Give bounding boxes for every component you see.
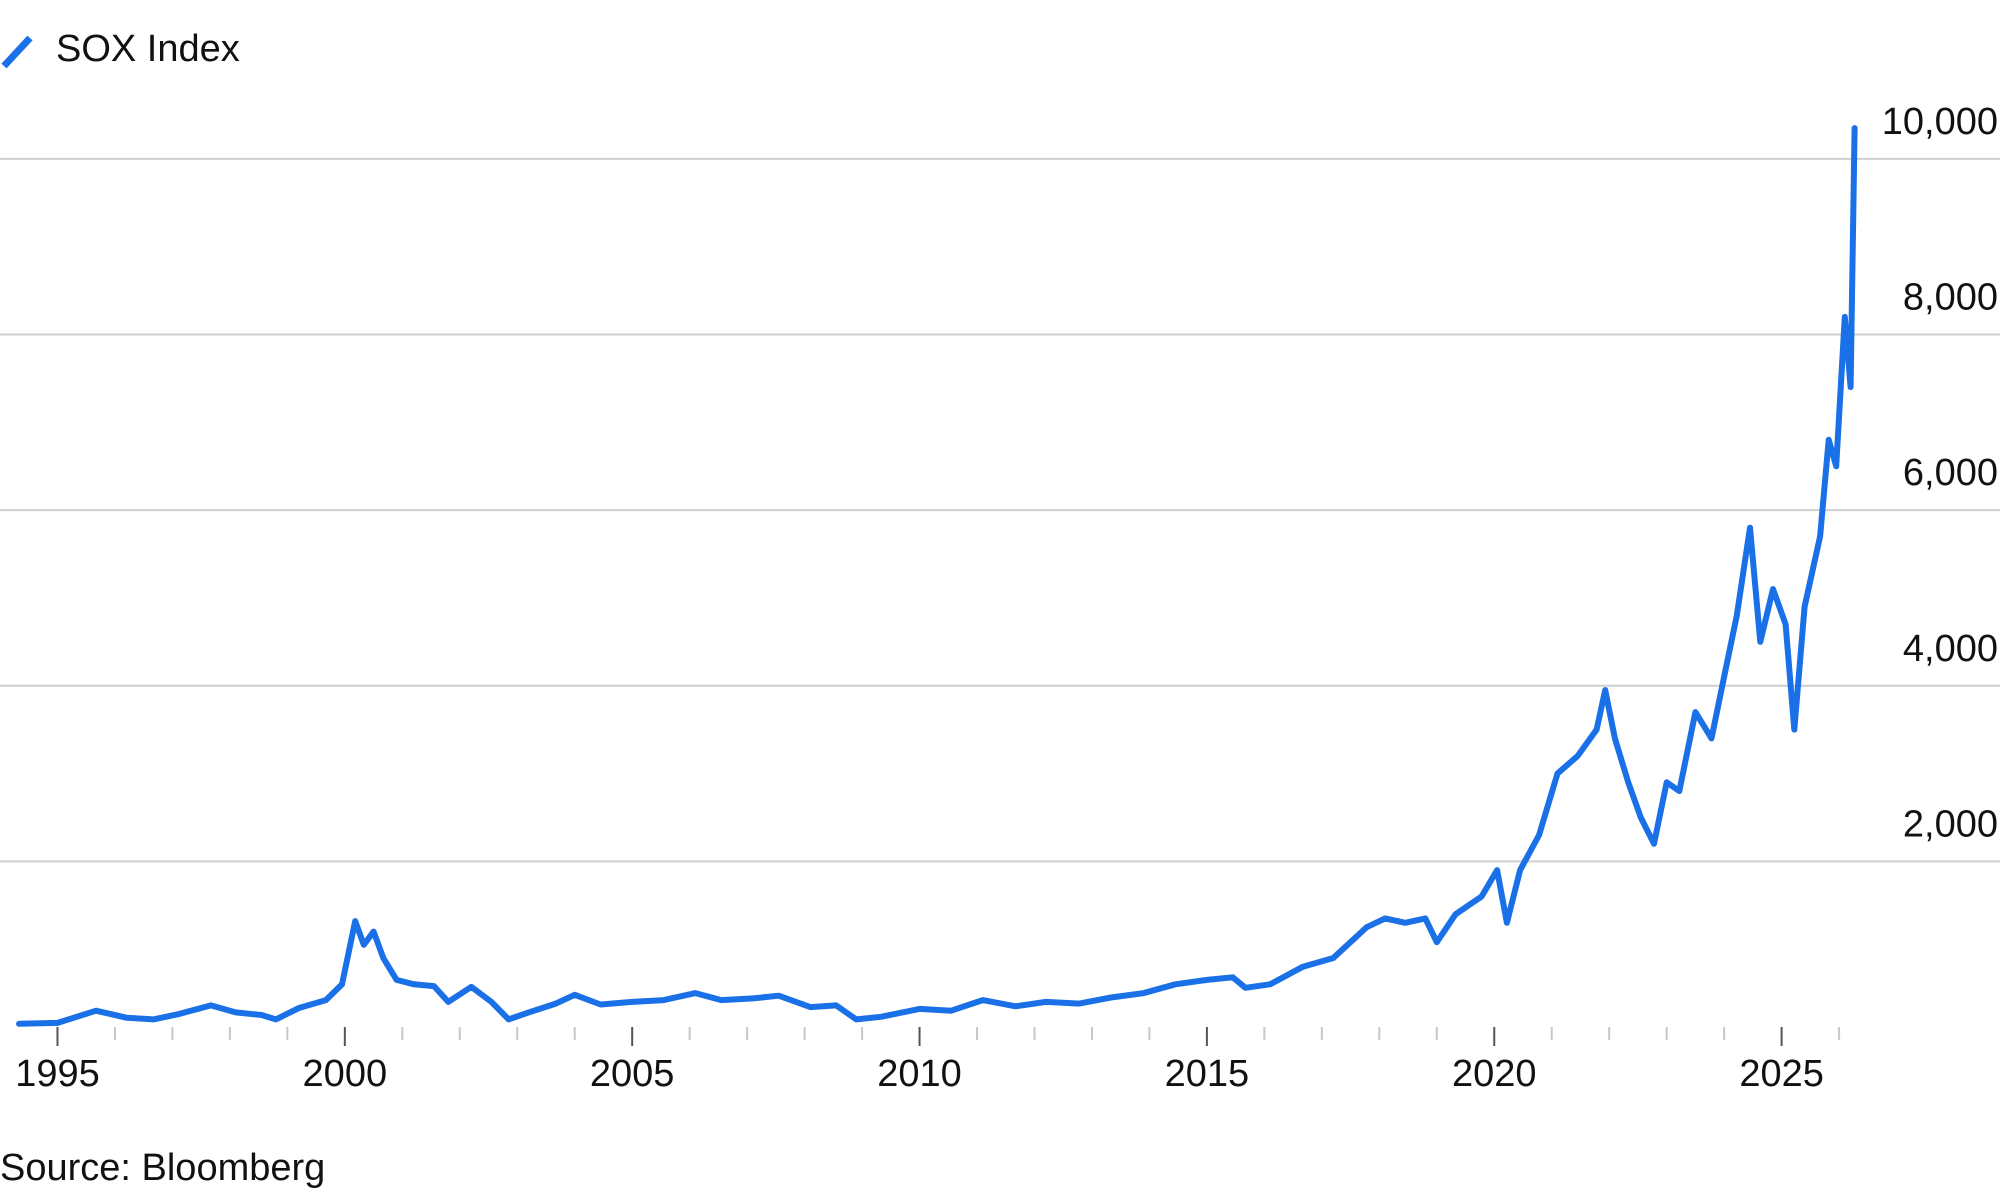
y-tick-label: 2,000 — [1903, 803, 1998, 845]
y-tick-label: 10,000 — [1882, 101, 1998, 143]
x-tick-label: 2000 — [303, 1053, 388, 1095]
y-tick-label: 6,000 — [1903, 452, 1998, 494]
x-tick-label: 2010 — [877, 1053, 962, 1095]
legend-swatch — [1, 35, 33, 69]
x-tick-label: 2015 — [1165, 1053, 1250, 1095]
x-tick-label: 1995 — [15, 1053, 100, 1095]
y-tick-label: 4,000 — [1903, 628, 1998, 670]
x-tick-label: 2005 — [590, 1053, 675, 1095]
data-line — [16, 125, 1858, 1027]
y-tick-label: 8,000 — [1903, 276, 1998, 318]
source-note: Source: Bloomberg — [0, 1147, 325, 1189]
x-tick-label: 2025 — [1739, 1053, 1824, 1095]
legend-label: SOX Index — [56, 28, 240, 70]
x-tick-label: 2020 — [1452, 1053, 1537, 1095]
